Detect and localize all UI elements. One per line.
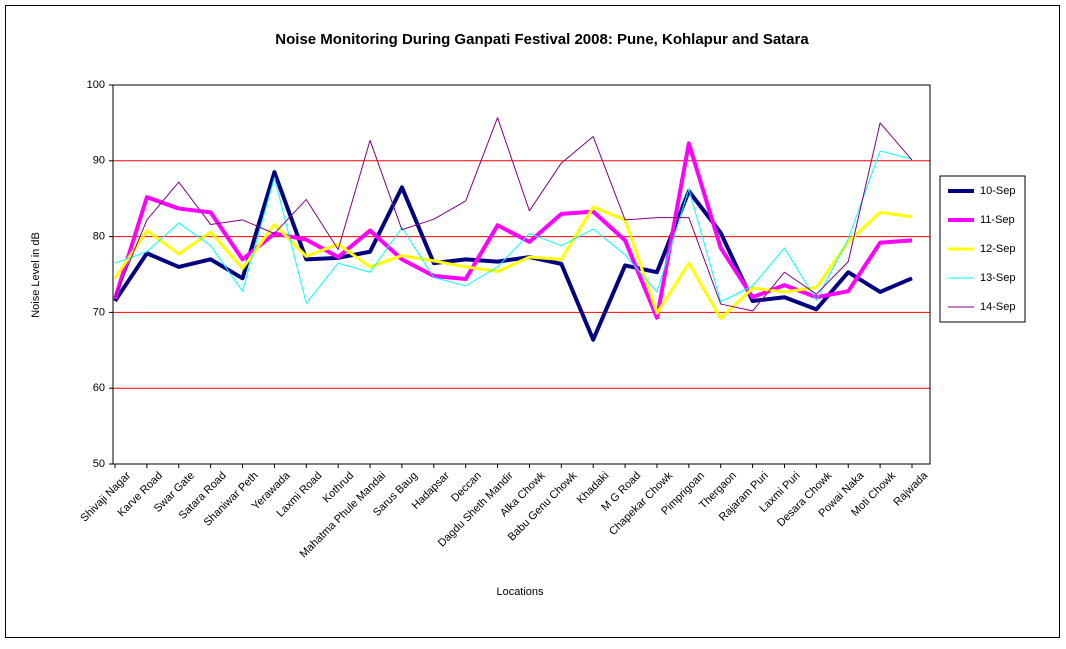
legend-label: 10-Sep	[980, 185, 1015, 197]
legend-label: 11-Sep	[980, 214, 1015, 226]
legend-label: 12-Sep	[980, 243, 1015, 255]
series-line	[113, 205, 913, 320]
series-line	[114, 117, 913, 312]
y-tick-label: 100	[87, 79, 105, 91]
plot-border	[112, 84, 931, 465]
series-line	[114, 150, 913, 304]
series-line	[113, 141, 913, 320]
x-axis-label: Locations	[496, 586, 544, 598]
chart-border	[5, 5, 1060, 638]
y-axis-label: Noise Level in dB	[30, 232, 42, 318]
y-tick-label: 50	[93, 458, 105, 470]
y-tick-label: 80	[93, 231, 105, 243]
y-tick-label: 60	[93, 382, 105, 394]
chart-title: Noise Monitoring During Ganpati Festival…	[275, 31, 809, 48]
y-tick-label: 70	[93, 306, 105, 318]
y-tick-label: 90	[93, 155, 105, 167]
legend-label: 14-Sep	[980, 301, 1015, 313]
legend-label: 13-Sep	[980, 272, 1015, 284]
